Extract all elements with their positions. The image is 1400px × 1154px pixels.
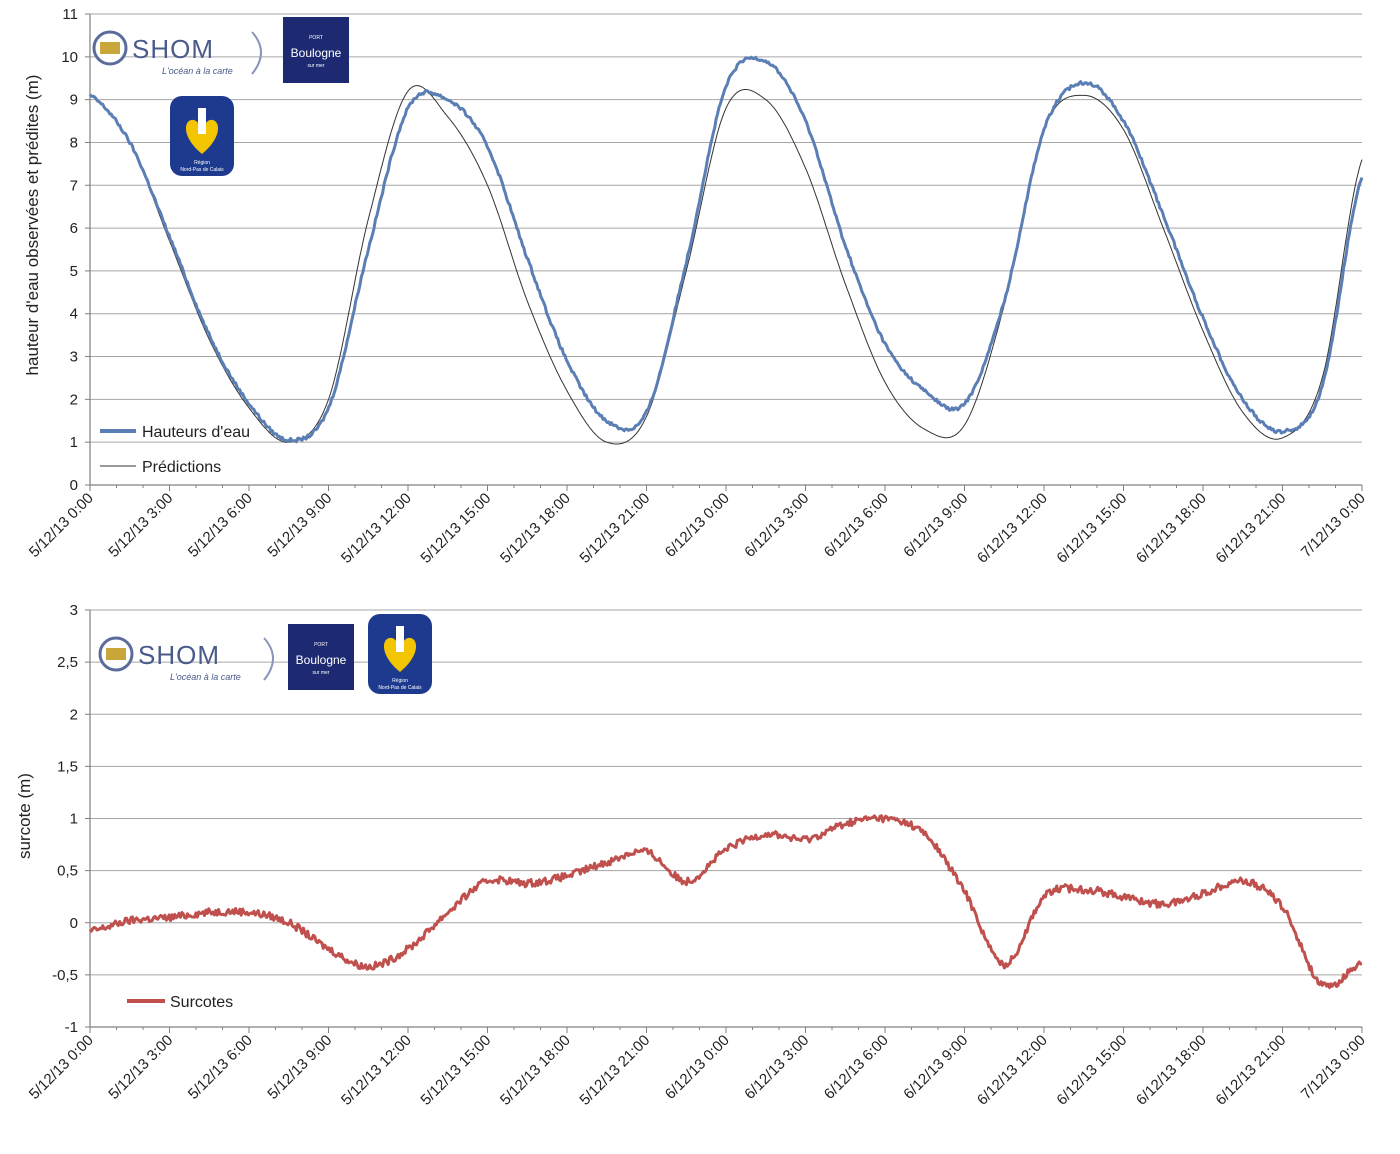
x-tick-label: 6/12/13 12:00: [974, 1032, 1051, 1109]
svg-text:SHOM: SHOM: [132, 34, 214, 64]
x-tick-label: 5/12/13 15:00: [417, 490, 494, 567]
top-y-axis-title: hauteur d'eau observées et prédites (m): [23, 75, 42, 376]
x-tick-label: 5/12/13 21:00: [576, 490, 653, 567]
x-tick-label: 6/12/13 15:00: [1053, 1032, 1130, 1109]
legend-label-hauteurs: Hauteurs d'eau: [142, 424, 250, 441]
region-logo: Région Nord-Pas de Calais: [170, 96, 234, 176]
x-tick-label: 6/12/13 0:00: [662, 1032, 733, 1103]
bottom-legend: Surcotes: [127, 994, 233, 1011]
y-tick-label: 6: [70, 220, 78, 237]
y-tick-label: 5: [70, 263, 78, 280]
svg-text:Nord-Pas de Calais: Nord-Pas de Calais: [180, 167, 224, 173]
y-tick-label: 7: [70, 177, 78, 194]
x-tick-label: 6/12/13 9:00: [900, 490, 971, 561]
x-tick-label: 6/12/13 3:00: [741, 490, 812, 561]
y-tick-label: 11: [62, 6, 78, 23]
legend-label-surcotes: Surcotes: [170, 994, 233, 1011]
x-tick-label: 5/12/13 0:00: [26, 1032, 97, 1103]
svg-text:SHOM: SHOM: [138, 640, 220, 670]
x-tick-label: 5/12/13 3:00: [105, 490, 176, 561]
y-tick-label: 8: [70, 134, 78, 151]
y-tick-label: 0: [70, 915, 78, 932]
x-tick-label: 5/12/13 21:00: [576, 1032, 653, 1109]
series-line-primary: [88, 55, 1364, 444]
svg-text:Région: Région: [194, 160, 210, 166]
x-tick-label: 6/12/13 21:00: [1212, 1032, 1289, 1109]
bottom-y-axis-title: surcote (m): [15, 773, 34, 859]
y-tick-label: 0,5: [57, 863, 78, 880]
x-tick-label: 5/12/13 12:00: [338, 490, 415, 567]
x-tick-label: 5/12/13 3:00: [105, 1032, 176, 1103]
surge-chart: -1-0,500,511,522,53 5/12/13 0:00 5/12/13 …: [15, 602, 1369, 1109]
x-tick-label: 6/12/13 15:00: [1053, 490, 1130, 567]
shom-logo-bottom: SHOM L'océan à la carte: [98, 636, 274, 682]
svg-text:Boulogne: Boulogne: [296, 653, 347, 667]
top-x-tick-labels: 5/12/13 0:00 5/12/13 3:00 5/12/13 6:00 5/12…: [26, 490, 1369, 567]
svg-text:sur mer: sur mer: [308, 63, 325, 69]
series-line-secondary: [89, 85, 1363, 445]
x-tick-label: 6/12/13 18:00: [1133, 490, 1210, 567]
y-tick-label: 2: [70, 391, 78, 408]
boulogne-logo-bottom: PORT Boulogne sur mer: [288, 624, 354, 690]
x-tick-label: 5/12/13 18:00: [497, 490, 574, 567]
y-tick-label: 2: [70, 706, 78, 723]
svg-text:PORT: PORT: [309, 35, 323, 41]
top-y-tick-labels: 0 1 2 3 4 5 6 7 8 9 10 11: [61, 6, 78, 494]
x-tick-label: 6/12/13 12:00: [974, 490, 1051, 567]
y-tick-label: 10: [61, 49, 78, 66]
bottom-x-tick-labels: 5/12/13 0:00 5/12/13 3:00 5/12/13 6:00 5/12…: [26, 1032, 1369, 1109]
shom-logo: SHOM L'océan à la carte: [92, 30, 262, 76]
top-legend: Hauteurs d'eau Prédictions: [100, 424, 250, 476]
bottom-series: [88, 814, 1363, 990]
y-tick-label: -1: [65, 1019, 78, 1036]
x-tick-label: 5/12/13 9:00: [264, 1032, 335, 1103]
svg-text:Boulogne: Boulogne: [291, 46, 342, 60]
y-tick-label: 1: [70, 811, 78, 828]
y-tick-label: 1: [70, 434, 78, 451]
bottom-gridlines: [90, 609, 1362, 1028]
top-series: [88, 55, 1364, 445]
x-tick-label: 5/12/13 6:00: [185, 490, 256, 561]
y-tick-label: -0,5: [52, 967, 78, 984]
x-tick-label: 6/12/13 18:00: [1133, 1032, 1210, 1109]
y-tick-label: 3: [70, 602, 78, 619]
y-tick-label: 1,5: [57, 758, 78, 775]
x-tick-label: 6/12/13 3:00: [741, 1032, 812, 1103]
x-tick-label: 6/12/13 21:00: [1212, 490, 1289, 567]
x-tick-label: 5/12/13 0:00: [26, 490, 97, 561]
y-tick-label: 4: [70, 306, 78, 323]
boulogne-logo: PORT Boulogne sur mer: [283, 17, 349, 83]
x-tick-label: 5/12/13 18:00: [497, 1032, 574, 1109]
top-axes: [85, 13, 1363, 491]
x-tick-label: 5/12/13 15:00: [417, 1032, 494, 1109]
x-tick-label: 6/12/13 0:00: [662, 490, 733, 561]
bottom-axes: [85, 609, 1363, 1033]
legend-label-predictions: Prédictions: [142, 459, 221, 476]
y-tick-label: 3: [70, 349, 78, 366]
series-line-primary: [88, 814, 1363, 990]
y-tick-label: 0: [70, 477, 78, 494]
x-tick-label: 7/12/13 0:00: [1298, 1032, 1369, 1103]
x-tick-label: 5/12/13 6:00: [185, 1032, 256, 1103]
x-tick-label: 6/12/13 9:00: [900, 1032, 971, 1103]
region-logo-bottom: Région Nord-Pas de Calais: [368, 614, 432, 694]
svg-text:sur mer: sur mer: [313, 670, 330, 676]
x-tick-label: 5/12/13 12:00: [338, 1032, 415, 1109]
svg-text:Nord-Pas de Calais: Nord-Pas de Calais: [378, 685, 422, 691]
svg-text:PORT: PORT: [314, 642, 328, 648]
bottom-y-tick-labels: -1 -0,5 0 0,5 1 1,5 2 2,5 3: [52, 602, 78, 1036]
x-tick-label: 5/12/13 9:00: [264, 490, 335, 561]
y-tick-label: 2,5: [57, 654, 78, 671]
svg-text:L'océan à la carte: L'océan à la carte: [170, 672, 241, 682]
x-tick-label: 6/12/13 6:00: [821, 1032, 892, 1103]
x-tick-label: 7/12/13 0:00: [1298, 490, 1369, 561]
svg-text:Région: Région: [392, 678, 408, 684]
svg-text:L'océan à la carte: L'océan à la carte: [162, 66, 233, 76]
y-tick-label: 9: [70, 92, 78, 109]
x-tick-label: 6/12/13 6:00: [821, 490, 892, 561]
